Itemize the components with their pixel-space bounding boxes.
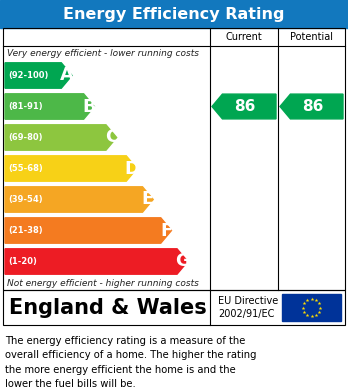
- Polygon shape: [5, 187, 153, 212]
- Text: A: A: [60, 66, 73, 84]
- Polygon shape: [5, 249, 188, 274]
- Bar: [282, 294, 341, 321]
- Text: E: E: [142, 190, 154, 208]
- Text: Energy Efficiency Rating: Energy Efficiency Rating: [63, 7, 285, 22]
- Bar: [0, 0, 348, 28]
- Text: C: C: [105, 129, 118, 147]
- Text: (81-91): (81-91): [8, 102, 42, 111]
- Text: EU Directive
2002/91/EC: EU Directive 2002/91/EC: [218, 296, 278, 319]
- Text: (39-54): (39-54): [8, 195, 42, 204]
- Text: 86: 86: [234, 99, 256, 114]
- Text: England & Wales: England & Wales: [9, 298, 207, 317]
- Text: (55-68): (55-68): [8, 164, 43, 173]
- Text: F: F: [160, 221, 172, 240]
- Polygon shape: [5, 94, 94, 119]
- Text: Not energy efficient - higher running costs: Not energy efficient - higher running co…: [7, 279, 199, 288]
- Polygon shape: [5, 63, 72, 88]
- Polygon shape: [212, 94, 276, 119]
- Text: 86: 86: [302, 99, 323, 114]
- Bar: [3, 28, 345, 290]
- Text: Potential: Potential: [290, 32, 333, 42]
- Text: (69-80): (69-80): [8, 133, 42, 142]
- Polygon shape: [5, 156, 137, 181]
- Text: The energy efficiency rating is a measure of the
overall efficiency of a home. T: The energy efficiency rating is a measur…: [5, 336, 256, 389]
- Text: (21-38): (21-38): [8, 226, 42, 235]
- Text: D: D: [124, 160, 139, 178]
- Polygon shape: [5, 218, 172, 243]
- Polygon shape: [280, 94, 343, 119]
- Polygon shape: [5, 125, 117, 150]
- Text: G: G: [175, 253, 190, 271]
- Bar: [3, 290, 345, 325]
- Text: (92-100): (92-100): [8, 71, 48, 80]
- Text: Very energy efficient - lower running costs: Very energy efficient - lower running co…: [7, 50, 199, 59]
- Text: B: B: [82, 97, 96, 115]
- Text: Current: Current: [226, 32, 262, 42]
- Text: (1-20): (1-20): [8, 257, 37, 266]
